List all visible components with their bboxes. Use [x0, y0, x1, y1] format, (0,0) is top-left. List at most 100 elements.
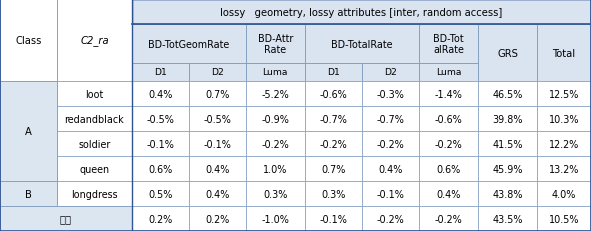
Bar: [537, 107, 591, 131]
Bar: [132, 181, 189, 206]
Text: 12.2%: 12.2%: [549, 139, 579, 149]
Bar: [0, 0, 57, 82]
Text: D1: D1: [154, 68, 167, 77]
Bar: [478, 131, 537, 156]
Text: -0.2%: -0.2%: [434, 139, 462, 149]
Bar: [132, 64, 189, 82]
Text: 43.8%: 43.8%: [492, 189, 523, 199]
Text: -0.7%: -0.7%: [376, 114, 404, 124]
Bar: [132, 107, 189, 131]
Bar: [478, 206, 537, 231]
Text: 0.4%: 0.4%: [378, 164, 402, 174]
Text: -0.6%: -0.6%: [434, 114, 462, 124]
Text: soldier: soldier: [78, 139, 111, 149]
Text: D2: D2: [384, 68, 397, 77]
Bar: [57, 0, 132, 82]
Text: -0.1%: -0.1%: [147, 139, 174, 149]
Text: 0.5%: 0.5%: [148, 189, 173, 199]
Bar: [132, 82, 189, 107]
Bar: [305, 131, 362, 156]
Text: -0.5%: -0.5%: [147, 114, 174, 124]
Bar: [362, 131, 419, 156]
Text: 0.7%: 0.7%: [205, 89, 229, 99]
Text: -0.5%: -0.5%: [203, 114, 231, 124]
Text: 39.8%: 39.8%: [492, 114, 523, 124]
Text: -0.9%: -0.9%: [261, 114, 289, 124]
Text: -0.1%: -0.1%: [203, 139, 231, 149]
Bar: [246, 64, 305, 82]
Text: 0.2%: 0.2%: [148, 214, 173, 224]
Text: Total: Total: [553, 49, 576, 58]
Bar: [246, 156, 305, 181]
Bar: [537, 25, 591, 82]
Bar: [305, 64, 362, 82]
Text: C2_ra: C2_ra: [80, 35, 109, 46]
Bar: [132, 25, 246, 64]
Bar: [132, 206, 189, 231]
Text: -0.2%: -0.2%: [434, 214, 462, 224]
Bar: [189, 131, 246, 156]
Text: 12.5%: 12.5%: [549, 89, 579, 99]
Bar: [478, 107, 537, 131]
Text: lossy   geometry, lossy attributes [inter, random access]: lossy geometry, lossy attributes [inter,…: [220, 8, 502, 18]
Text: BD-TotGeomRate: BD-TotGeomRate: [148, 40, 229, 49]
Bar: [132, 131, 189, 156]
Text: 0.2%: 0.2%: [205, 214, 229, 224]
Bar: [57, 82, 132, 107]
Bar: [362, 64, 419, 82]
Text: -0.2%: -0.2%: [320, 139, 348, 149]
Text: redandblack: redandblack: [64, 114, 124, 124]
Text: -5.2%: -5.2%: [261, 89, 289, 99]
Text: -0.2%: -0.2%: [376, 214, 404, 224]
Text: -0.3%: -0.3%: [376, 89, 404, 99]
Text: 0.4%: 0.4%: [205, 189, 229, 199]
Text: 10.3%: 10.3%: [549, 114, 579, 124]
Text: 1.0%: 1.0%: [263, 164, 288, 174]
Text: -1.0%: -1.0%: [261, 214, 289, 224]
Text: A: A: [25, 127, 32, 137]
Bar: [362, 82, 419, 107]
Text: 10.5%: 10.5%: [549, 214, 579, 224]
Bar: [246, 107, 305, 131]
Bar: [57, 206, 132, 231]
Bar: [0, 82, 57, 181]
Text: loot: loot: [85, 89, 103, 99]
Text: Class: Class: [15, 36, 41, 46]
Bar: [419, 25, 478, 64]
Text: Luma: Luma: [436, 68, 461, 77]
Bar: [362, 181, 419, 206]
Bar: [419, 181, 478, 206]
Bar: [246, 181, 305, 206]
Text: -0.7%: -0.7%: [320, 114, 348, 124]
Bar: [246, 82, 305, 107]
Text: 0.6%: 0.6%: [148, 164, 173, 174]
Bar: [305, 206, 362, 231]
Text: queen: queen: [79, 164, 109, 174]
Text: 46.5%: 46.5%: [492, 89, 523, 99]
Bar: [537, 156, 591, 181]
Bar: [57, 131, 132, 156]
Bar: [305, 181, 362, 206]
Bar: [305, 107, 362, 131]
Text: -1.4%: -1.4%: [434, 89, 462, 99]
Text: D2: D2: [211, 68, 224, 77]
Text: BD-Tot
alRate: BD-Tot alRate: [433, 34, 464, 55]
Bar: [537, 82, 591, 107]
Bar: [305, 156, 362, 181]
Bar: [305, 25, 419, 64]
Text: 평균: 평균: [60, 214, 72, 224]
Bar: [305, 82, 362, 107]
Text: B: B: [25, 189, 32, 199]
Bar: [537, 131, 591, 156]
Bar: [362, 206, 419, 231]
Bar: [189, 82, 246, 107]
Bar: [478, 181, 537, 206]
Bar: [0, 181, 57, 206]
Text: 0.7%: 0.7%: [322, 164, 346, 174]
Text: BD-Attr
Rate: BD-Attr Rate: [258, 34, 293, 55]
Text: -0.1%: -0.1%: [376, 189, 404, 199]
Text: BD-TotalRate: BD-TotalRate: [331, 40, 392, 49]
Text: 41.5%: 41.5%: [492, 139, 523, 149]
Bar: [189, 156, 246, 181]
Bar: [132, 0, 591, 25]
